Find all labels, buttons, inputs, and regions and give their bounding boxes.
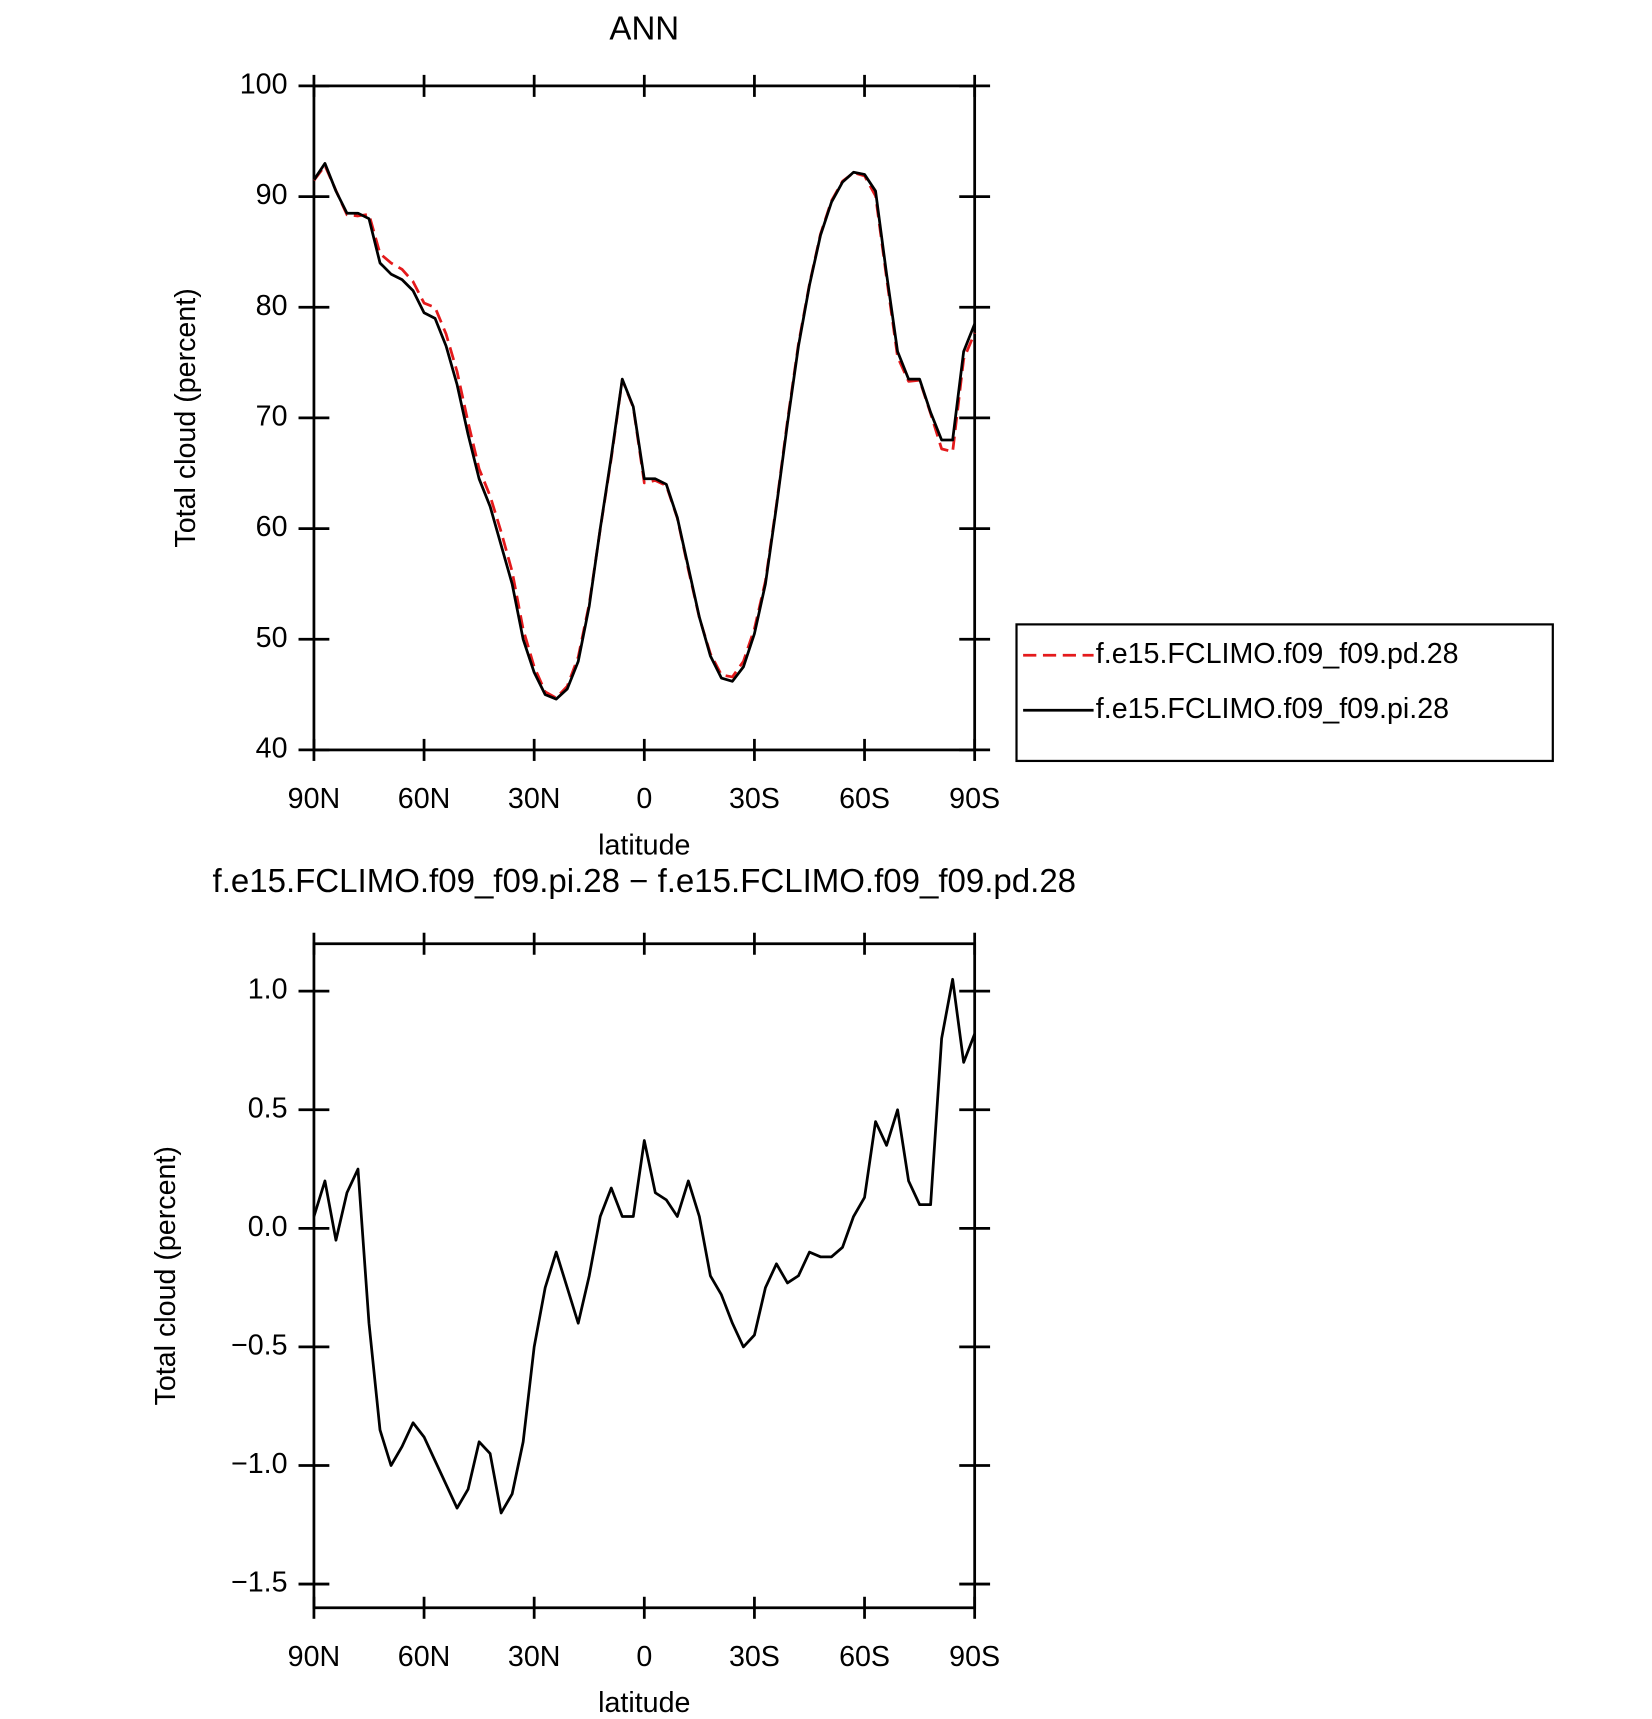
y-tick-label: 0.0 (248, 1211, 288, 1243)
x-tick-label: 30N (508, 783, 561, 815)
legend-label: f.e15.FCLIMO.f09_f09.pd.28 (1096, 638, 1459, 670)
x-tick-label: 90N (288, 783, 341, 815)
y-tick-label: 40 (256, 732, 288, 764)
x-tick-label: 90S (949, 783, 1000, 815)
x-tick-label: 30S (729, 783, 780, 815)
chart-title: f.e15.FCLIMO.f09_f09.pi.28 − f.e15.FCLIM… (213, 862, 1077, 899)
y-axis-label: Total cloud (percent) (150, 1146, 182, 1405)
x-tick-label: 30S (729, 1641, 780, 1673)
y-tick-label: −1.5 (231, 1567, 288, 1599)
x-tick-label: 60N (398, 783, 451, 815)
x-axis-label: latitude (598, 829, 690, 861)
y-tick-label: 0.5 (248, 1092, 288, 1124)
chart-title: ANN (609, 10, 679, 47)
plot-frame (312, 942, 977, 1610)
y-axis-label: Total cloud (percent) (170, 288, 202, 547)
data-line (312, 162, 976, 701)
legend-box (1015, 623, 1554, 763)
x-tick-label: 90N (288, 1641, 341, 1673)
plot-frame (312, 84, 977, 752)
y-tick-label: −1.0 (231, 1448, 288, 1480)
y-tick-label: 60 (256, 511, 288, 543)
y-tick-label: 90 (256, 179, 288, 211)
y-tick-label: −0.5 (231, 1329, 288, 1361)
y-tick-label: 1.0 (248, 974, 288, 1006)
x-tick-label: 60S (839, 1641, 890, 1673)
x-tick-label: 60S (839, 783, 890, 815)
legend-label: f.e15.FCLIMO.f09_f09.pi.28 (1096, 693, 1449, 725)
y-tick-label: 80 (256, 290, 288, 322)
y-tick-label: 50 (256, 622, 288, 654)
data-line (312, 977, 976, 1515)
y-tick-label: 100 (240, 68, 288, 100)
data-line (312, 164, 976, 700)
x-tick-label: 90S (949, 1641, 1000, 1673)
x-axis-label: latitude (598, 1687, 690, 1719)
x-tick-label: 60N (398, 1641, 451, 1673)
x-tick-label: 0 (636, 783, 652, 815)
x-tick-label: 30N (508, 1641, 561, 1673)
y-tick-label: 70 (256, 400, 288, 432)
x-tick-label: 0 (636, 1641, 652, 1673)
